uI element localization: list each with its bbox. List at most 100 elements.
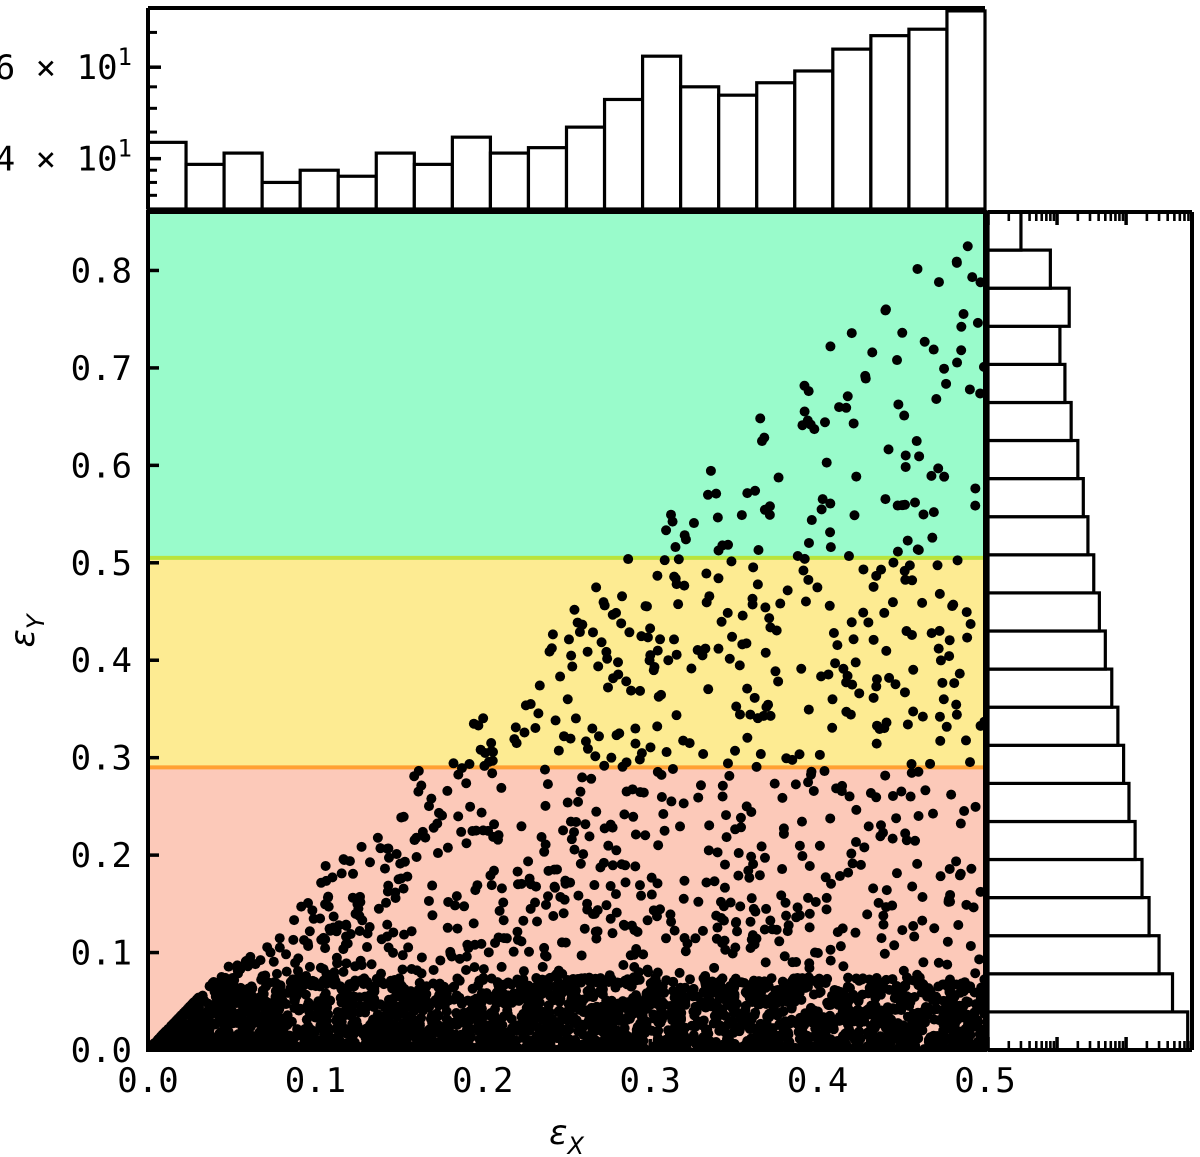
right-hist-bar bbox=[986, 1010, 1190, 1052]
scatter-point bbox=[603, 976, 614, 987]
scatter-point bbox=[906, 767, 917, 778]
scatter-point bbox=[285, 983, 296, 994]
scatter-point bbox=[731, 701, 742, 712]
top-hist-bar bbox=[907, 27, 949, 211]
scatter-point bbox=[756, 841, 767, 852]
scatter-point bbox=[489, 819, 500, 830]
scatter-point bbox=[917, 711, 928, 722]
scatter-point bbox=[804, 922, 815, 933]
scatter-point bbox=[530, 723, 541, 734]
scatter-point bbox=[932, 560, 943, 571]
top-hist-tick-label: 4 × 101 bbox=[0, 135, 132, 180]
scatter-point bbox=[608, 673, 619, 684]
scatter-point bbox=[788, 982, 799, 993]
scatter-point bbox=[375, 843, 386, 854]
scatter-point bbox=[952, 357, 963, 368]
scatter-point bbox=[617, 761, 628, 772]
scatter-point bbox=[320, 899, 331, 910]
scatter-point bbox=[755, 413, 766, 424]
scatter-point bbox=[814, 840, 825, 851]
scatter-point bbox=[941, 721, 952, 732]
x-tick-label: 0.0 bbox=[117, 1061, 178, 1101]
scatter-point bbox=[558, 908, 569, 919]
scatter-point bbox=[804, 908, 815, 919]
scatter-point bbox=[778, 823, 789, 834]
scatter-point bbox=[487, 746, 498, 757]
scatter-point bbox=[567, 661, 578, 672]
scatter-point bbox=[457, 1008, 468, 1019]
scatter-point bbox=[406, 926, 417, 937]
scatter-point bbox=[678, 798, 689, 809]
scatter-point bbox=[262, 1039, 273, 1050]
scatter-point bbox=[434, 807, 444, 818]
scatter-point bbox=[652, 766, 663, 777]
scatter-point bbox=[487, 755, 498, 766]
scatter-point bbox=[802, 415, 813, 426]
scatter-point bbox=[178, 1008, 189, 1019]
scatter-point bbox=[558, 825, 569, 836]
scatter-point bbox=[413, 1030, 424, 1041]
scatter-point bbox=[569, 1018, 580, 1029]
scatter-point bbox=[479, 760, 490, 771]
scatter-point bbox=[765, 915, 776, 926]
scatter-point bbox=[931, 394, 942, 404]
scatter-point bbox=[364, 857, 375, 868]
scatter-point bbox=[569, 844, 580, 855]
scatter-point bbox=[539, 846, 550, 857]
scatter-point bbox=[671, 649, 682, 660]
scatter-point bbox=[796, 816, 807, 827]
scatter-point bbox=[189, 997, 200, 1008]
scatter-point bbox=[498, 915, 509, 926]
scatter-point bbox=[722, 1033, 733, 1044]
scatter-point bbox=[433, 1010, 444, 1021]
scatter-point bbox=[486, 737, 497, 748]
scatter-point bbox=[953, 919, 964, 930]
scatter-point bbox=[718, 915, 729, 926]
scatter-point bbox=[208, 981, 219, 992]
x-tick-label: 0.2 bbox=[452, 1061, 513, 1101]
scatter-point bbox=[642, 915, 653, 926]
scatter-point bbox=[897, 925, 908, 936]
scatter-point bbox=[195, 1016, 206, 1027]
scatter-point bbox=[712, 922, 723, 933]
scatter-point bbox=[454, 975, 465, 986]
scatter-point bbox=[555, 671, 566, 682]
scatter-point bbox=[612, 977, 623, 988]
scatter-point bbox=[835, 941, 846, 952]
scatter-point bbox=[926, 628, 937, 639]
scatter-point bbox=[398, 883, 409, 894]
scatter-point bbox=[540, 980, 551, 991]
scatter-point bbox=[759, 852, 770, 863]
scatter-point bbox=[645, 742, 656, 753]
scatter-point bbox=[667, 976, 678, 987]
scatter-point bbox=[748, 562, 759, 573]
scatter-point bbox=[752, 713, 763, 724]
scatter-point bbox=[881, 645, 892, 656]
scatter-point bbox=[399, 856, 410, 867]
scatter-point bbox=[796, 663, 807, 674]
scatter-point bbox=[456, 826, 467, 837]
scatter-point bbox=[490, 937, 501, 948]
scatter-point bbox=[825, 944, 836, 955]
scatter-point bbox=[703, 684, 714, 695]
scatter-point bbox=[841, 706, 852, 717]
top-hist-bar bbox=[717, 93, 759, 211]
scatter-point bbox=[764, 613, 775, 624]
scatter-point bbox=[229, 981, 240, 992]
scatter-point bbox=[601, 646, 612, 657]
scatter-point bbox=[596, 637, 607, 648]
scatter-point bbox=[777, 792, 788, 803]
scatter-point bbox=[965, 981, 976, 992]
scatter-point bbox=[964, 384, 975, 395]
scatter-point bbox=[697, 650, 708, 661]
scatter-point bbox=[907, 575, 918, 586]
scatter-point bbox=[825, 813, 836, 824]
scatter-point bbox=[468, 918, 479, 929]
scatter-point bbox=[464, 759, 475, 770]
scatter-point bbox=[416, 780, 427, 791]
scatter-point bbox=[680, 946, 691, 957]
scatter-point bbox=[607, 860, 618, 871]
scatter-point bbox=[803, 704, 814, 715]
scatter-point bbox=[255, 955, 266, 966]
scatter-point bbox=[749, 692, 760, 703]
